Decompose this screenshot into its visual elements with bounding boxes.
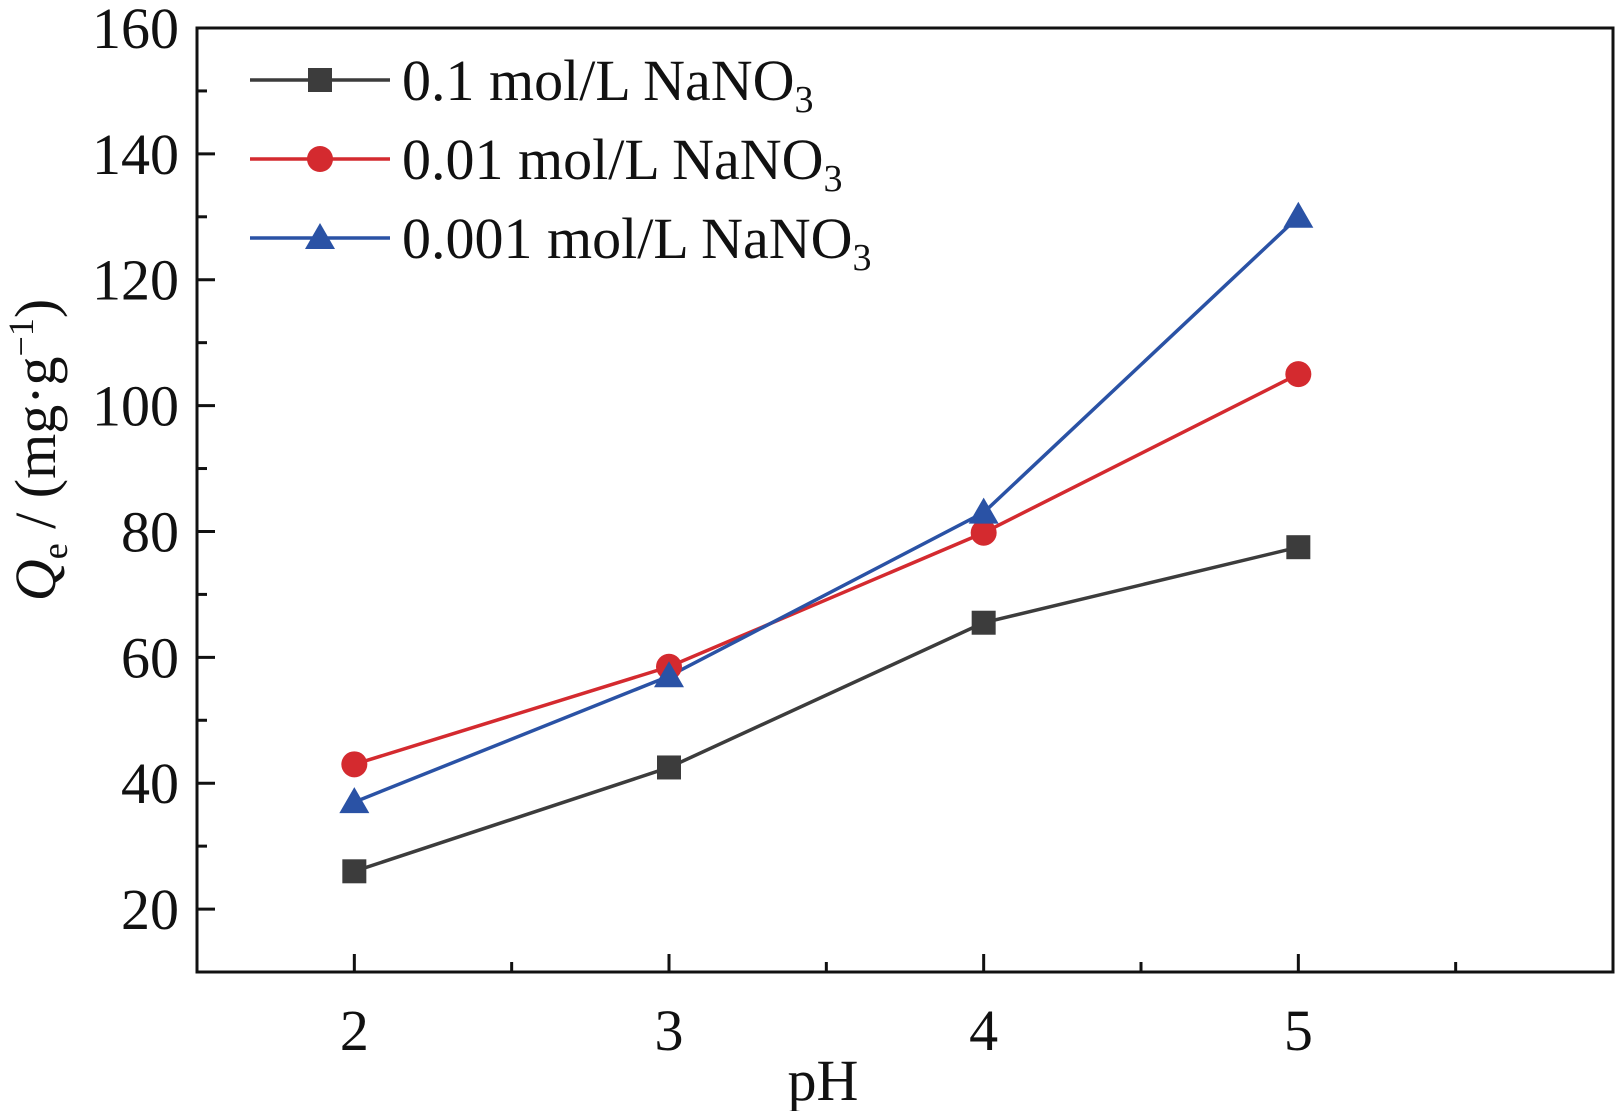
- legend-label-1: 0.1 mol/L NaNO3: [402, 48, 814, 121]
- x-tick-label: 2: [340, 998, 369, 1063]
- data-point-s3-3: [968, 497, 999, 524]
- data-point-s1-4: [1286, 535, 1311, 560]
- legend-marker-3: [305, 223, 335, 249]
- legend-label-3: 0.001 mol/L NaNO3: [402, 206, 872, 279]
- data-point-s3-2: [654, 661, 684, 688]
- series-line-1: [353, 545, 1299, 873]
- legend-marker-1: [308, 68, 332, 92]
- legend-label-2: 0.01 mol/L NaNO3: [402, 127, 843, 200]
- series-line-3: [353, 215, 1300, 804]
- legend-marker-2: [307, 146, 333, 172]
- data-point-s1-2: [657, 755, 681, 780]
- x-tick-label: 3: [655, 998, 684, 1063]
- y-tick-label: 160: [92, 0, 179, 61]
- ticks-layer: 2 3 4 5 20 40 60 80 100 120 140 160: [92, 0, 1458, 1063]
- data-point-s1-3: [971, 610, 996, 635]
- y-tick-label: 80: [121, 499, 179, 564]
- y-tick-label: 100: [92, 374, 179, 439]
- x-tick-label: 4: [969, 998, 998, 1063]
- lines-layer: [353, 215, 1300, 873]
- y-tick-label: 120: [92, 248, 179, 313]
- plot-frame: [195, 26, 1615, 974]
- y-axis-label: Qe / (mg·g−1): [1, 299, 75, 601]
- data-point-s1-1: [342, 859, 367, 884]
- x-tick-label: 5: [1284, 998, 1313, 1063]
- markers-layer: [339, 201, 1314, 884]
- y-tick-label: 40: [121, 751, 179, 816]
- data-point-s2-3: [970, 519, 997, 546]
- data-point-s2-1: [341, 751, 368, 778]
- y-tick-label: 140: [92, 122, 179, 187]
- y-tick-label: 60: [121, 625, 179, 690]
- data-point-s2-4: [1285, 361, 1312, 388]
- series-line-2: [353, 372, 1300, 766]
- y-tick-label: 20: [121, 877, 179, 942]
- x-axis-label: pH: [788, 1048, 859, 1111]
- data-point-s3-1: [339, 787, 370, 814]
- data-point-s3-4: [1283, 201, 1314, 228]
